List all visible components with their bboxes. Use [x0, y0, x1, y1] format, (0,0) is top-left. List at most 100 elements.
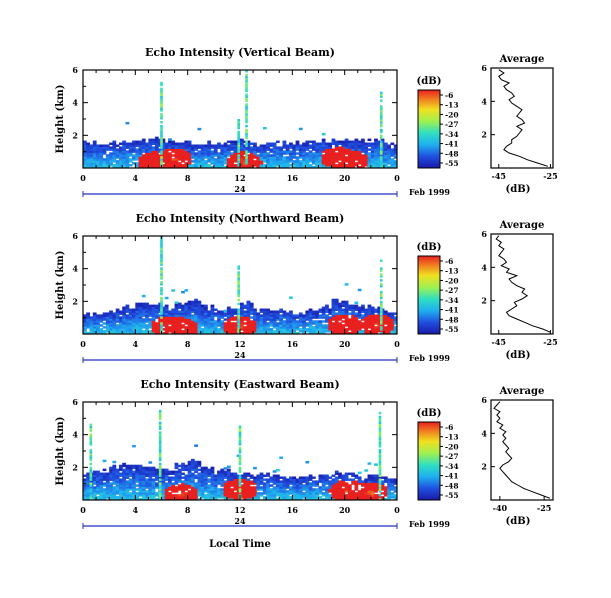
heatmap-cell: [226, 158, 231, 161]
heatmap-spike-cell: [378, 494, 382, 497]
heatmap-cell: [308, 322, 313, 325]
heatmap-cell: [177, 326, 182, 329]
heatmap-cell: [262, 160, 267, 163]
heatmap-cell: [377, 142, 382, 145]
heatmap-cell: [109, 482, 113, 485]
heatmap-cell: [145, 304, 149, 308]
heatmap-cell: [328, 308, 333, 311]
heatmap-cell: [361, 306, 365, 310]
heatmap-cell: [302, 496, 306, 499]
heatmap-cell: [279, 494, 284, 497]
heatmap-cell: [190, 464, 195, 468]
heatmap-cell: [328, 154, 333, 157]
heatmap-cell: [249, 158, 254, 161]
heatmap-cell: [92, 320, 97, 323]
heatmap-cell: [321, 488, 326, 491]
panel-1: Echo Intensity (Vertical Beam)246Height …: [55, 46, 558, 197]
heatmap-cell: [387, 160, 391, 163]
heatmap-cell: [289, 144, 293, 147]
heatmap-cell: [351, 140, 355, 144]
heatmap-cell: [364, 482, 369, 485]
heatmap-cell: [187, 484, 192, 487]
heatmap-cell: [282, 494, 287, 497]
heatmap-cell: [138, 310, 143, 313]
heatmap-cell: [367, 160, 372, 163]
heatmap-cell: [125, 166, 130, 169]
heatmap-cell: [364, 146, 369, 149]
heatmap-cell: [318, 162, 323, 165]
heatmap-cell: [321, 142, 326, 145]
heatmap-cell: [364, 328, 369, 331]
heatmap-cell: [138, 330, 143, 333]
heatmap-cell: [181, 316, 185, 319]
heatmap-cell: [148, 490, 153, 493]
heatmap-cell: [279, 496, 284, 499]
heatmap-cell: [298, 476, 303, 479]
heatmap-cell: [138, 328, 143, 331]
heatmap-cell: [302, 484, 306, 487]
heatmap-cell: [135, 484, 140, 487]
heatmap-cell: [325, 164, 329, 167]
heatmap-spike-cell: [245, 142, 248, 145]
heatmap-cell: [138, 490, 143, 493]
heatmap-cell: [171, 320, 176, 323]
heatmap-cell: [171, 158, 176, 161]
heatmap-spike-cell: [378, 449, 382, 452]
heatmap-cell: [347, 306, 352, 310]
heatmap-cell: [210, 494, 215, 497]
heatmap-cell: [118, 156, 123, 159]
average-title: Average: [499, 54, 545, 65]
heatmap-cell: [230, 490, 234, 493]
heatmap-cell: [321, 486, 326, 489]
heatmap-cell: [109, 160, 113, 163]
heatmap-cell: [344, 478, 349, 481]
heatmap-cell: [151, 312, 156, 315]
heatmap-cell: [295, 492, 300, 495]
heatmap-cell: [285, 328, 290, 331]
heatmap-cell: [374, 154, 378, 157]
heatmap-cell: [168, 148, 172, 151]
heatmap-cell: [128, 324, 133, 327]
heatmap-cell: [233, 150, 238, 153]
heatmap-cell: [141, 166, 146, 169]
heatmap-cell: [102, 468, 107, 472]
heatmap-cell: [184, 496, 189, 499]
heatmap-cell: [161, 156, 166, 159]
heatmap-cell: [266, 322, 270, 325]
heatmap-cell: [181, 160, 185, 163]
heatmap-cell: [341, 304, 346, 308]
heatmap-cell: [341, 328, 346, 331]
heatmap-cell: [269, 160, 274, 163]
heatmap-cell: [334, 154, 339, 157]
heatmap-spike-cell: [237, 132, 240, 136]
heatmap-cell: [194, 332, 198, 335]
heatmap-cell: [200, 322, 205, 325]
x-tick-label: 0: [394, 339, 400, 349]
heatmap-cell: [249, 322, 254, 325]
heatmap-cell: [246, 306, 251, 310]
heatmap-cell: [275, 162, 280, 165]
heatmap-cell: [92, 314, 97, 317]
heatmap-spike-cell: [378, 466, 382, 470]
heatmap-cell: [96, 480, 100, 483]
heatmap-cell: [308, 314, 313, 317]
heatmap-cell: [148, 154, 153, 157]
heatmap-cell: [383, 166, 388, 169]
heatmap-cell: [341, 164, 346, 167]
heatmap-spike-cell: [379, 259, 383, 262]
heatmap-cell: [210, 466, 215, 470]
heatmap-cell: [298, 314, 303, 317]
heatmap-cell: [328, 152, 333, 155]
heatmap-cell: [364, 496, 369, 499]
heatmap-cell: [190, 478, 195, 481]
heatmap-cell: [354, 320, 359, 323]
heatmap-cell: [145, 146, 149, 149]
heatmap-cell: [145, 312, 149, 315]
heatmap-cell: [168, 480, 172, 483]
heatmap-cell: [184, 484, 189, 487]
heatmap-cell: [125, 482, 130, 485]
heatmap-cell: [351, 164, 355, 167]
heatmap-cell: [383, 160, 388, 163]
heatmap-cell: [184, 332, 189, 335]
heatmap-cell: [370, 148, 375, 151]
